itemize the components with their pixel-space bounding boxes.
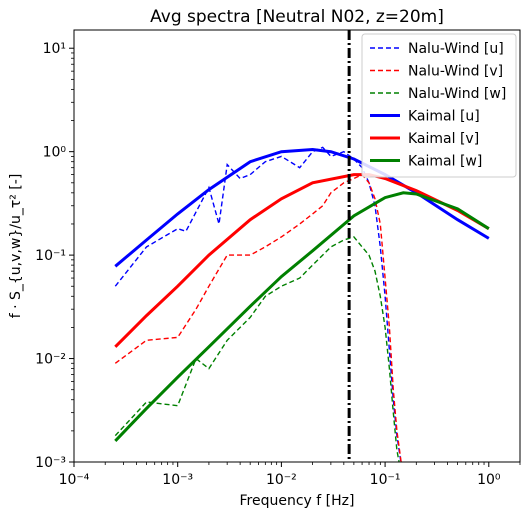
- x-tick-label: 10⁻²: [266, 472, 297, 488]
- legend-label: Kaimal [u]: [408, 109, 480, 125]
- series-line-5: [114, 191, 490, 442]
- series-layer: [114, 146, 490, 462]
- series-line-0: [114, 146, 402, 462]
- y-tick-label: 10⁻²: [35, 352, 66, 368]
- legend-label: Kaimal [v]: [408, 131, 479, 147]
- y-tick-label: 10⁻¹: [35, 248, 66, 264]
- legend-label: Nalu-Wind [u]: [408, 41, 504, 57]
- legend-box: [361, 33, 517, 178]
- x-tick-label: 10⁻⁴: [59, 472, 90, 488]
- x-tick-label: 10⁻³: [162, 472, 193, 488]
- chart-title: Avg spectra [Neutral N02, z=20m]: [150, 7, 444, 27]
- series-line-2: [114, 236, 400, 462]
- x-axis-label: Frequency f [Hz]: [240, 493, 355, 509]
- x-tick-label: 10⁻¹: [370, 472, 401, 488]
- legend-label: Nalu-Wind [w]: [408, 86, 506, 102]
- legend-label: Nalu-Wind [v]: [408, 64, 503, 80]
- y-axis-label: f · S_{u,v,w}/u_τ² [-]: [8, 174, 24, 319]
- y-tick-label: 10⁻³: [35, 455, 66, 471]
- y-tick-label: 10¹: [43, 41, 66, 57]
- x-tick-label: 10⁰: [477, 472, 501, 488]
- y-tick-label: 10⁰: [43, 145, 67, 161]
- plot-frame: [73, 29, 521, 463]
- series-line-4: [114, 173, 490, 348]
- legend-label: Kaimal [w]: [408, 154, 482, 170]
- legend: Nalu-Wind [u] Nalu-Wind [v] Nalu-Wind [w] K…: [361, 33, 517, 178]
- series-line-1: [114, 173, 402, 462]
